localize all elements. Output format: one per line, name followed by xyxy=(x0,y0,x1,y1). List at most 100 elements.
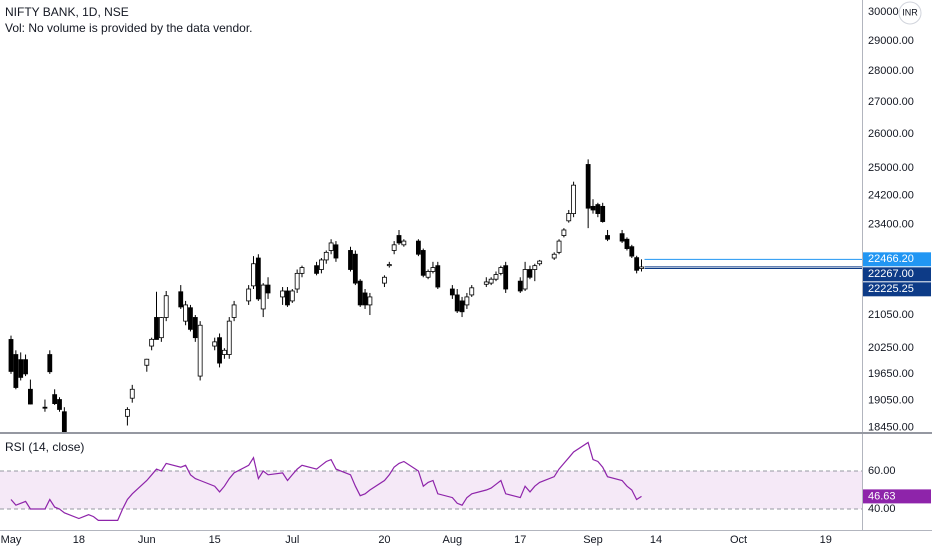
x-tick-label: 15 xyxy=(209,534,221,546)
candle-body xyxy=(488,278,494,284)
candle-body xyxy=(619,233,625,242)
x-tick-label: 14 xyxy=(650,534,662,546)
candle-body xyxy=(483,281,489,285)
candle-body xyxy=(158,317,164,339)
y-tick-label: 19650.00 xyxy=(868,368,914,380)
candle-body xyxy=(318,259,324,270)
candle-body xyxy=(430,267,436,272)
candle-body xyxy=(401,240,407,246)
chart-subtitle: Vol: No volume is provided by the data v… xyxy=(5,21,252,35)
candle-body xyxy=(449,288,455,296)
candle-body xyxy=(323,251,329,261)
candle-body xyxy=(357,280,363,306)
candle-body xyxy=(217,337,222,364)
candle-body xyxy=(314,265,319,274)
x-tick-label: Oct xyxy=(730,534,747,546)
x-tick-label: Sep xyxy=(583,534,603,546)
candle-body xyxy=(561,229,567,236)
candle-body xyxy=(212,341,218,347)
candle-body xyxy=(537,260,543,265)
price-tag xyxy=(863,282,931,297)
candle-body xyxy=(396,235,402,244)
candle-body xyxy=(517,280,523,292)
candle-body xyxy=(503,265,509,290)
candle-body xyxy=(163,295,169,318)
candle-body xyxy=(493,274,499,280)
rsi-band xyxy=(0,470,862,509)
candle-body xyxy=(154,317,159,340)
candle-body xyxy=(149,338,155,347)
candle-body xyxy=(522,269,528,290)
currency-badge[interactable] xyxy=(898,1,922,25)
candle-body xyxy=(299,267,305,274)
candle-body xyxy=(52,394,58,404)
candle-body xyxy=(13,354,19,388)
candle-body xyxy=(255,257,261,300)
candle-body xyxy=(27,388,33,405)
y-tick-label: 24200.00 xyxy=(868,190,914,202)
candle-body xyxy=(527,269,533,278)
candle-body xyxy=(23,359,28,375)
x-tick-label: May xyxy=(1,534,22,546)
candle-body xyxy=(629,246,635,257)
candle-body xyxy=(639,266,644,269)
currency-label[interactable]: INR xyxy=(902,7,918,17)
candle-body xyxy=(47,354,53,373)
candle-body xyxy=(129,388,135,399)
candle-body xyxy=(42,406,48,409)
rsi-tag-label: 46.63 xyxy=(868,490,896,502)
candle-body xyxy=(634,257,640,271)
y-tick-label: 29000.00 xyxy=(868,35,914,47)
candle-body xyxy=(251,263,256,287)
candle-body xyxy=(590,205,596,211)
candle-body xyxy=(8,339,14,372)
candle-body xyxy=(280,290,286,298)
price-tag xyxy=(863,267,931,282)
candle-body xyxy=(125,409,130,417)
candle-body xyxy=(556,240,562,253)
candle-body xyxy=(415,240,421,255)
rsi-tick-label: 60.00 xyxy=(868,465,896,477)
y-tick-label: 27000.00 xyxy=(868,96,914,108)
main-pane xyxy=(8,159,862,432)
candle-body xyxy=(391,244,397,251)
candle-body xyxy=(289,290,295,302)
price-tag-label: 22466.20 xyxy=(868,253,914,265)
x-tick-label: 18 xyxy=(73,534,85,546)
candle-body xyxy=(348,250,353,270)
candle-body xyxy=(605,235,610,240)
candle-body xyxy=(178,291,184,308)
candle-body xyxy=(362,292,368,306)
candle-body xyxy=(352,253,358,284)
x-tick-label: 19 xyxy=(820,534,832,546)
candle-body xyxy=(221,349,227,355)
y-tick-label: 25000.00 xyxy=(868,162,914,174)
candle-body xyxy=(551,253,557,259)
price-tag-label: 22267.00 xyxy=(868,268,914,280)
candle-body xyxy=(469,287,475,296)
chart-title: NIFTY BANK, 1D, NSE xyxy=(5,5,129,19)
y-tick-label: 21050.00 xyxy=(868,309,914,321)
x-tick-label: Jun xyxy=(138,534,156,546)
candle-body xyxy=(285,290,290,306)
price-tag-label: 22225.25 xyxy=(868,283,914,295)
candle-body xyxy=(183,304,189,322)
candle-body xyxy=(226,320,232,355)
candle-body xyxy=(18,359,24,378)
candle-body xyxy=(61,411,67,432)
candle-body xyxy=(294,272,300,290)
y-tick-label: 23400.00 xyxy=(868,218,914,230)
candle-body xyxy=(260,284,266,310)
candle-body xyxy=(328,242,334,251)
candle-body xyxy=(566,213,572,222)
candle-body xyxy=(454,294,460,312)
candle-body xyxy=(192,317,198,339)
candle-body xyxy=(197,324,203,377)
y-tick-label: 26000.00 xyxy=(868,128,914,140)
candle-body xyxy=(435,265,441,288)
y-tick-label: 20250.00 xyxy=(868,342,914,354)
candle-body xyxy=(188,307,193,330)
candle-body xyxy=(459,300,465,313)
x-tick-label: Jul xyxy=(285,534,299,546)
